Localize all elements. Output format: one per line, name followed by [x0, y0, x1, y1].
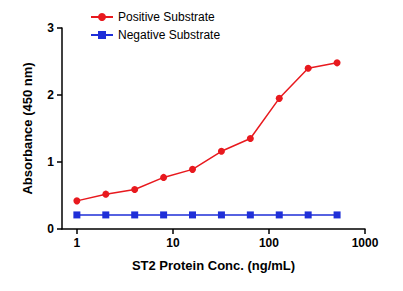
- svg-text:1: 1: [47, 155, 54, 169]
- svg-text:Positive Substrate: Positive Substrate: [118, 10, 215, 24]
- svg-text:Absorbance (450 nm): Absorbance (450 nm): [20, 62, 35, 194]
- svg-text:Negative Substrate: Negative Substrate: [118, 28, 220, 42]
- svg-text:10: 10: [166, 236, 180, 250]
- svg-text:100: 100: [259, 236, 279, 250]
- svg-text:2: 2: [47, 88, 54, 102]
- svg-text:3: 3: [47, 21, 54, 35]
- svg-text:0: 0: [47, 222, 54, 236]
- svg-text:1: 1: [74, 236, 81, 250]
- svg-text:1000: 1000: [352, 236, 379, 250]
- svg-text:ST2 Protein Conc. (ng/mL): ST2 Protein Conc. (ng/mL): [132, 258, 295, 273]
